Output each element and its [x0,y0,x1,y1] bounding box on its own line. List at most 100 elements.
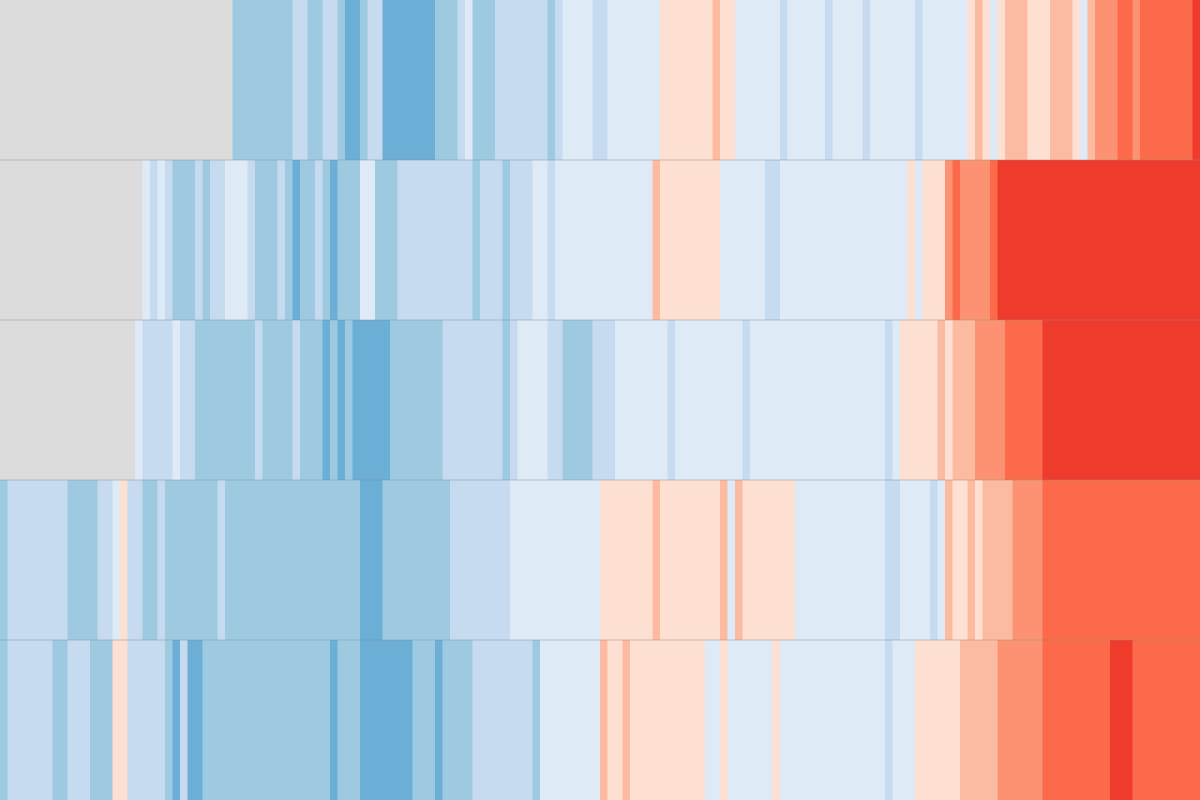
stripe [645,480,654,640]
stripe [247,160,256,320]
stripe [330,480,339,640]
stripe [787,320,796,480]
stripe [892,160,901,320]
stripe [112,640,121,800]
stripe [472,320,481,480]
stripe [705,0,714,160]
stripe [877,640,886,800]
stripe [742,0,751,160]
stripe [742,640,751,800]
stripe [922,0,931,160]
stripe [390,480,399,640]
stripe [420,320,429,480]
stripe [937,0,946,160]
stripe [1087,480,1096,640]
stripe [1132,480,1141,640]
stripe [1170,640,1179,800]
stripe [1132,160,1141,320]
stripe [142,480,151,640]
stripe [832,320,841,480]
stripe [322,480,331,640]
stripe [1102,480,1111,640]
stripe [712,480,721,640]
stripe [1057,160,1066,320]
stripe [390,320,399,480]
stripe [165,320,174,480]
stripe [855,640,864,800]
stripe [907,480,916,640]
stripe [982,0,991,160]
stripe [1072,160,1081,320]
stripe [330,0,339,160]
stripe [255,480,264,640]
stripe [555,160,564,320]
stripe [157,640,166,800]
stripe [1080,320,1089,480]
stripe [375,0,384,160]
stripe [1095,480,1104,640]
stripe [637,640,646,800]
stripe [1117,320,1126,480]
stripe [675,480,684,640]
stripe [60,480,69,640]
stripe [525,320,534,480]
stripe [787,480,796,640]
stripe [1185,160,1194,320]
stripe [210,640,219,800]
stripe [1125,320,1134,480]
stripe [345,640,354,800]
stripe [720,160,729,320]
stripe [262,160,271,320]
stripe [420,480,429,640]
stripe [1170,0,1179,160]
stripe [1005,0,1014,160]
stripe [1185,480,1194,640]
stripe [825,640,834,800]
stripe [1170,320,1179,480]
stripe [960,0,969,160]
stripe [1192,320,1200,480]
stripe [742,480,751,640]
stripe [682,640,691,800]
stripe [315,0,324,160]
stripe [172,480,181,640]
stripe [615,640,624,800]
stripe [562,480,571,640]
stripe [615,320,624,480]
stripe [352,640,361,800]
stripe [1027,0,1036,160]
stripe [960,320,969,480]
stripe [1162,0,1171,160]
stripe [262,480,271,640]
stripe [667,480,676,640]
stripe [930,640,939,800]
stripe [622,640,631,800]
stripe [772,640,781,800]
stripe [405,480,414,640]
stripe [240,640,249,800]
stripe [165,480,174,640]
stripe [907,320,916,480]
stripe [772,320,781,480]
stripe [1005,480,1014,640]
stripe [1162,640,1171,800]
stripe [697,480,706,640]
stripe [307,0,316,160]
stripe [397,160,406,320]
stripe [1140,0,1149,160]
stripe [652,640,661,800]
stripe [52,480,61,640]
stripe [1125,160,1134,320]
stripe [682,160,691,320]
stripe [562,160,571,320]
stripe [352,320,361,480]
stripe [1185,640,1194,800]
stripe [915,480,924,640]
stripe [922,640,931,800]
stripe [600,480,609,640]
stripe [877,480,886,640]
stripe [907,640,916,800]
stripe [525,0,534,160]
stripe [270,640,279,800]
stripe [1185,0,1194,160]
